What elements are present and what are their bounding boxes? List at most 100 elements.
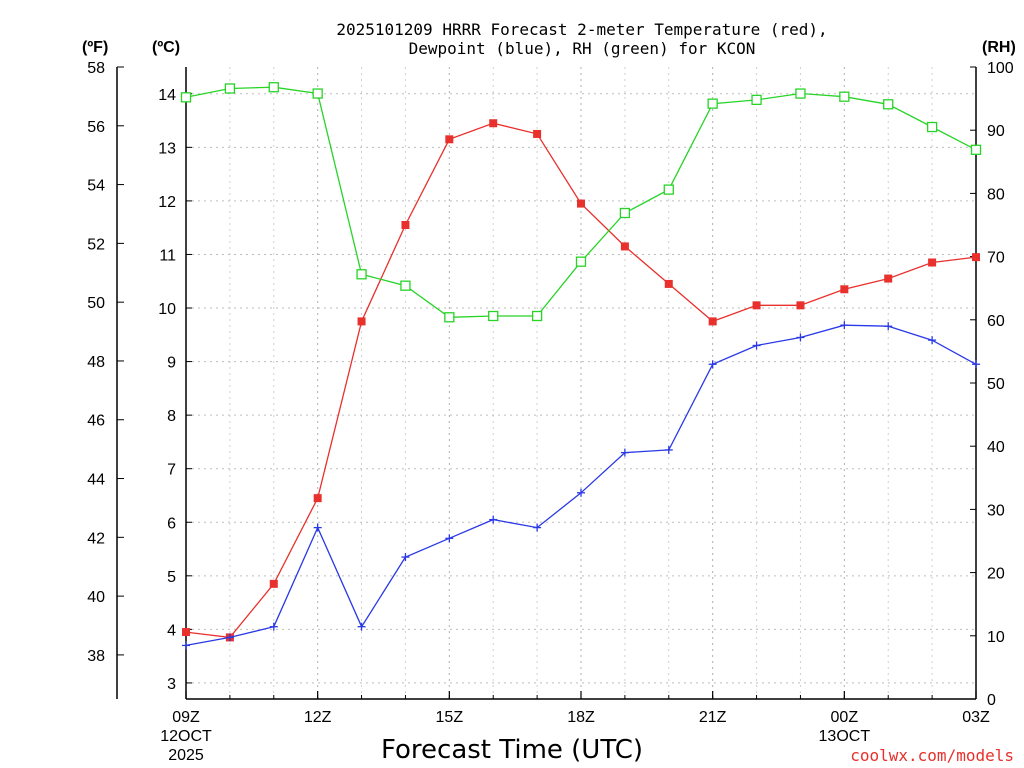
rh-point <box>663 184 674 195</box>
grid-lines <box>186 67 976 699</box>
axes <box>116 66 977 700</box>
chart-title-line1: 2025101209 HRRR Forecast 2-meter Tempera… <box>336 20 827 39</box>
fahrenheit-tick-label: 38 <box>87 648 105 665</box>
temperature-point <box>445 135 454 144</box>
celsius-tick-label: 3 <box>167 676 176 693</box>
fahrenheit-tick-label: 44 <box>87 472 105 489</box>
dewpoint-point <box>577 488 585 497</box>
celsius-tick-label: 9 <box>167 355 176 372</box>
temperature-point <box>884 274 893 283</box>
x-tick-label: 21Z <box>699 709 727 726</box>
rh-tick-label: 60 <box>987 313 1005 330</box>
dewpoint-point <box>884 322 893 331</box>
fahrenheit-tick-label: 46 <box>87 413 105 430</box>
rh-tick-label: 70 <box>987 250 1005 267</box>
temperature-point <box>357 317 366 326</box>
dewpoint-point <box>445 534 454 543</box>
dewpoint-point <box>752 341 761 350</box>
dewpoint-point <box>401 553 410 562</box>
celsius-tick-label: 11 <box>159 247 176 264</box>
fahrenheit-tick-label: 50 <box>87 295 105 312</box>
dewpoint-point <box>664 445 673 454</box>
x-tick-label: 00Z <box>831 709 859 726</box>
temperature-point <box>313 494 322 503</box>
dewpoint-point <box>489 515 498 524</box>
temperature-point <box>796 301 805 310</box>
x-tick-label: 09Z <box>172 709 200 726</box>
dewpoint-point <box>708 360 717 369</box>
temperature-point <box>928 258 937 267</box>
rh-point <box>488 310 499 322</box>
x-tick-date-label: 12OCT <box>160 728 212 745</box>
temperature-point <box>269 579 278 588</box>
dewpoint-point <box>357 622 366 631</box>
x-tick-label: 12Z <box>304 709 332 726</box>
rh-tick-label: 40 <box>987 439 1005 456</box>
temperature-point <box>840 285 849 294</box>
dewpoint-point <box>840 321 849 330</box>
dewpoint-point <box>972 360 980 369</box>
rh-point <box>707 98 718 109</box>
dewpoint-point <box>928 336 937 345</box>
temperature-point <box>401 221 410 229</box>
fahrenheit-tick-label: 56 <box>87 119 105 136</box>
temperature-point <box>752 301 761 310</box>
rh-point <box>312 88 323 99</box>
rh-point <box>444 312 455 323</box>
rh-tick-label: 50 <box>987 376 1005 393</box>
rh-point <box>970 144 982 155</box>
temperature-point <box>664 279 673 288</box>
x-tick-label: 15Z <box>436 709 464 726</box>
rh-point <box>926 121 938 133</box>
celsius-tick-label: 4 <box>167 622 176 639</box>
credit-text: coolwx.com/models <box>850 746 1014 765</box>
fahrenheit-tick-label: 42 <box>87 530 105 547</box>
celsius-unit-label: (ºC) <box>152 39 180 56</box>
dewpoint-point <box>269 622 278 631</box>
celsius-tick-label: 13 <box>158 140 176 157</box>
series-lines <box>180 82 982 650</box>
dewpoint-point <box>182 641 190 650</box>
celsius-tick-label: 12 <box>158 194 176 211</box>
rh-point <box>839 91 850 102</box>
celsius-tick-label: 5 <box>167 569 176 586</box>
celsius-tick-label: 10 <box>158 301 176 318</box>
rh-tick-label: 30 <box>987 502 1005 519</box>
rh-tick-label: 20 <box>987 566 1005 583</box>
temperature-point <box>577 199 585 208</box>
rh-point <box>575 256 587 267</box>
fahrenheit-unit-label: (ºF) <box>82 39 108 56</box>
x-axis-label: Forecast Time (UTC) <box>381 735 643 765</box>
rh-point <box>180 92 192 103</box>
dewpoint-point <box>533 523 542 532</box>
fahrenheit-tick-label: 54 <box>87 178 105 195</box>
celsius-tick-label: 14 <box>158 87 176 104</box>
temperature-point <box>620 242 629 251</box>
x-tick-year-label: 2025 <box>168 747 204 764</box>
fahrenheit-tick-label: 48 <box>87 354 105 371</box>
tick-labels: 3840424446485052545658345678910111213140… <box>87 60 1014 764</box>
rh-tick-label: 90 <box>987 123 1005 140</box>
temperature-point <box>182 628 190 637</box>
x-tick-label: 03Z <box>962 709 990 726</box>
rh-tick-label: 100 <box>987 60 1014 77</box>
rh-tick-label: 10 <box>987 629 1005 646</box>
celsius-tick-label: 6 <box>167 515 176 532</box>
rh-tick-label: 0 <box>987 692 996 709</box>
rh-point <box>795 88 806 99</box>
dewpoint-point <box>620 448 629 457</box>
temperature-point <box>533 129 542 138</box>
x-tick-date-label: 13OCT <box>819 728 871 745</box>
x-tick-label: 18Z <box>567 709 595 726</box>
rh-point <box>751 94 762 106</box>
rh-point <box>531 310 543 322</box>
rh-point <box>883 99 894 110</box>
rh-point <box>268 82 279 93</box>
rh-point <box>400 280 411 291</box>
celsius-tick-label: 7 <box>167 462 176 479</box>
temperature-point <box>489 119 498 128</box>
fahrenheit-tick-label: 40 <box>87 589 105 606</box>
dewpoint-point <box>313 523 322 532</box>
rh-point <box>224 83 236 94</box>
